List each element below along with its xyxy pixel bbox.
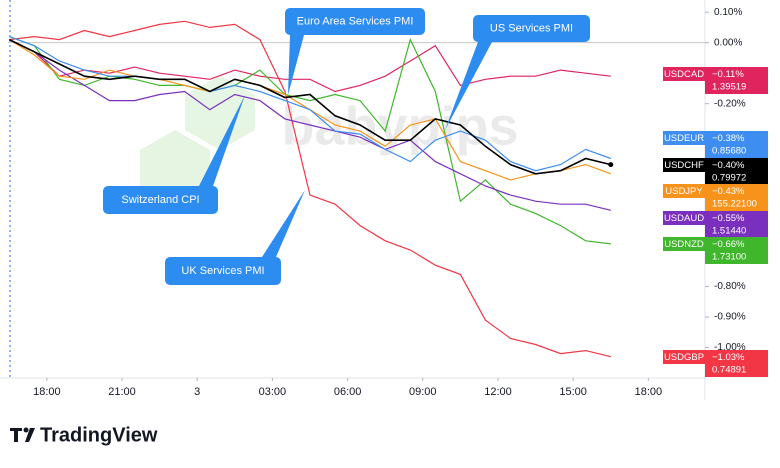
series-value-box [705,237,768,264]
legend-entry: USDCHF [664,160,704,171]
series-line [9,36,612,172]
x-tick-label: 18:00 [33,386,61,398]
price-label: 0.79972 [712,173,746,184]
change-label: −0.38% [712,133,745,144]
series-name-box [663,158,705,172]
price-label: 0.74891 [712,365,746,376]
price-label: 1.73100 [712,252,746,263]
x-tick-label: 21:00 [108,386,136,398]
callout-text: US Services PMI [490,22,573,34]
callout-text: Switzerland CPI [121,194,199,206]
change-label: −1.03% [712,352,745,363]
last-point [608,162,614,168]
callout-pointer [262,190,305,257]
series-line [9,20,611,358]
tradingview-logo [10,427,35,442]
series-line [8,38,611,175]
change-label: −0.55% [712,213,745,224]
x-tick-label: 03:00 [259,386,287,398]
y-tick-label: 0.00% [714,37,742,48]
change-label: −0.66% [712,239,745,250]
x-tick-label: 12:00 [484,386,512,398]
series-value-box [705,184,768,211]
x-tick-label: 3 [194,386,200,398]
series-line [9,39,611,93]
change-label: −0.43% [712,186,745,197]
brand: TradingView [40,424,158,446]
callout-text: UK Services PMI [181,265,264,277]
price-label: 155.22100 [712,199,757,210]
y-tick-label: 0.10% [714,7,742,18]
callout-pointer [445,42,492,130]
y-tick-label: -1.00% [714,342,746,353]
callout-box [103,186,218,214]
change-label: −0.40% [712,160,745,171]
legend-entry: USDNZD [664,239,704,250]
x-tick-label: 15:00 [559,386,587,398]
series-name-box [663,350,705,364]
legend-entry: USDEUR [664,133,704,144]
series-name-box [663,131,705,145]
callout-pointer [199,95,245,186]
callout-box [285,8,425,35]
y-tick-label: -0.20% [714,98,746,109]
y-tick-label: -0.80% [714,281,746,292]
callout-pointer [288,35,304,95]
y-tick-label: -0.90% [714,312,746,323]
series-name-box [663,211,705,225]
price-label: 0.85680 [712,146,746,157]
series-value-box [705,211,768,238]
callout-box [165,257,281,285]
series-value-box [705,131,768,158]
series-value-box [705,67,768,94]
legend-entry: USDCAD [664,69,704,80]
price-label: 1.39519 [712,82,746,93]
series-value-box [705,350,768,377]
series-name-box [663,67,705,81]
legend-entry: USDGBP [664,352,704,363]
x-tick-label: 18:00 [635,386,663,398]
legend-entry: USDJPY [665,186,703,197]
series-name-box [663,184,705,198]
series-line [9,39,611,211]
series-value-box [705,158,768,185]
price-label: 1.51440 [712,226,746,237]
legend-entry: USDAUD [664,213,704,224]
callout-box [473,15,590,42]
change-label: −0.11% [712,69,744,80]
watermark: babypips [281,96,518,156]
callout-text: Euro Area Services PMI [297,15,414,27]
x-tick-label: 09:00 [409,386,437,398]
x-tick-label: 06:00 [334,386,362,398]
series-name-box [663,237,705,251]
